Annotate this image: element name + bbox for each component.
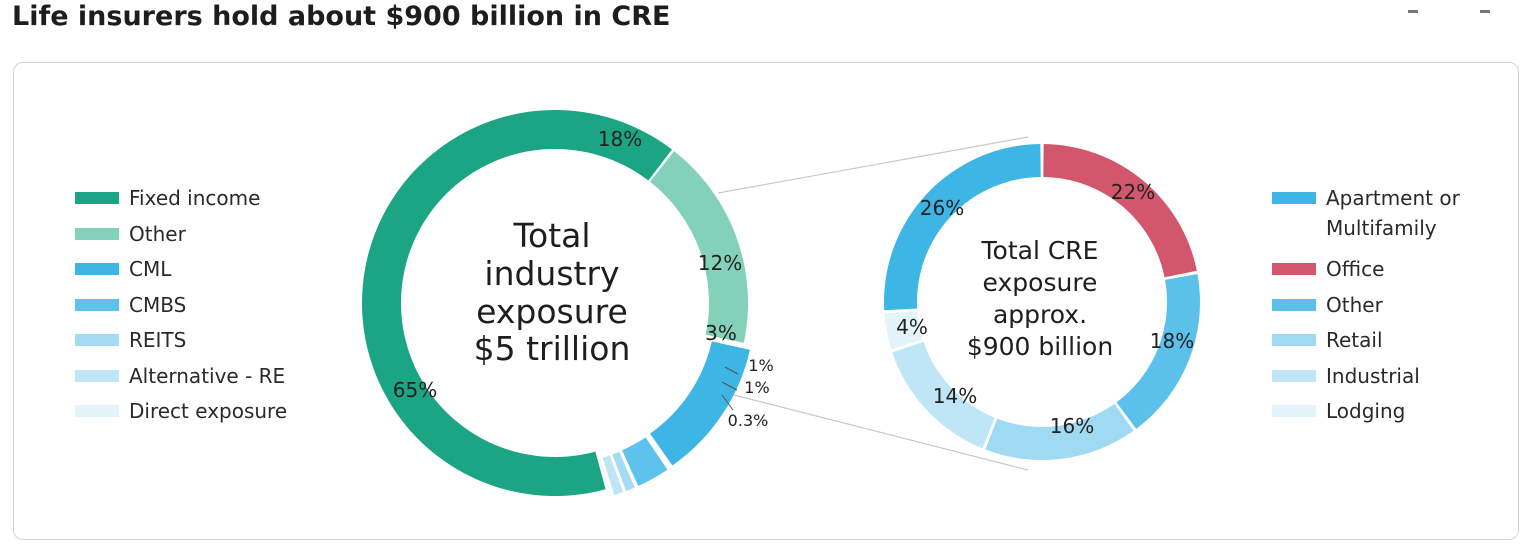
slice-lodging: [884, 311, 923, 350]
leader-line: [721, 394, 734, 411]
legend-swatch: [75, 227, 119, 240]
legend-label: REITS: [129, 328, 187, 352]
leader-line: [721, 381, 738, 391]
center-label-line: $5 trillion: [474, 329, 631, 368]
industry-donut: 65% 18% 12% 3% 1% 1% 0.3% Totalindustryexposure…: [362, 109, 774, 497]
slice-direct-exposure: [599, 458, 612, 497]
legend-label: Retail: [1326, 328, 1383, 352]
slice-label: 22%: [1111, 180, 1155, 204]
slice-label: 1%: [744, 378, 769, 397]
slice-fixed-income: [362, 109, 672, 496]
legend-swatch: [75, 192, 119, 204]
slice-other: [1116, 274, 1200, 429]
legend-label: Direct exposure: [129, 399, 288, 423]
center-label-line: exposure: [983, 268, 1098, 297]
slice-label: 18%: [1150, 329, 1194, 353]
legend-swatch: [75, 369, 119, 382]
legend-swatch: [1272, 334, 1316, 346]
legend-label: Other: [1326, 292, 1383, 317]
legend-swatch: [75, 405, 119, 417]
legend-swatch: [1272, 298, 1316, 311]
slice-label: 0.3%: [728, 411, 769, 430]
legend-label: Office: [1326, 257, 1385, 281]
legend-swatch: [1272, 369, 1316, 382]
menu-icon[interactable]: [1480, 10, 1490, 13]
page-title: Life insurers hold about $900 billion in…: [12, 1, 671, 32]
center-label-line: $900 billion: [967, 332, 1113, 361]
center-label-line: Total CRE: [981, 236, 1099, 265]
slice-label: 16%: [1050, 414, 1094, 438]
chart-card: [13, 62, 1519, 540]
slice-label: 65%: [393, 378, 437, 402]
center-label-line: approx.: [993, 300, 1087, 329]
center-label-line: Total: [512, 216, 590, 255]
slice-label: 1%: [748, 356, 773, 375]
slice-label: 26%: [920, 196, 964, 220]
slice-label: 4%: [896, 315, 928, 339]
slice-retail: [985, 403, 1134, 460]
legend-label: CMBS: [129, 292, 187, 317]
legend-swatch: [75, 334, 119, 346]
slice-industrial: [892, 341, 995, 449]
leader-line: [724, 366, 739, 375]
legend-label: Fixed income: [129, 186, 261, 210]
legend-swatch: [1272, 192, 1316, 204]
window-controls: [1346, 0, 1490, 13]
cre-donut: 22% 18% 16% 14% 4% 26% Total CRE exposure approx…: [884, 144, 1200, 460]
legend-label: CML: [129, 257, 172, 281]
legend-label: Apartment or Multifamily: [1326, 186, 1460, 240]
legend-label: Alternative - RE: [129, 363, 286, 388]
slice-reits: [612, 451, 635, 491]
legend-swatch: [1272, 263, 1316, 275]
minimize-icon[interactable]: [1408, 10, 1418, 13]
slice-other: [650, 151, 749, 343]
slice-label: 18%: [598, 127, 642, 151]
slice-cml: [650, 341, 750, 466]
center-label-line: industry: [484, 254, 619, 293]
slice-apartment-or-multifamily: [884, 144, 1041, 311]
connector-line-top: [717, 136, 1029, 194]
legend-swatch: [1272, 405, 1316, 417]
slice-office: [1043, 144, 1197, 278]
slice-label: 12%: [698, 251, 742, 275]
legend-label: Industrial: [1326, 363, 1420, 388]
legend-swatch: [75, 298, 119, 311]
connector-line-bottom: [729, 393, 1029, 471]
center-label-line: exposure: [476, 292, 628, 331]
legend-label: Other: [129, 221, 186, 246]
slice-label: 14%: [933, 384, 977, 408]
slice-cmbs: [622, 437, 668, 486]
legend-label: Lodging: [1326, 399, 1406, 423]
slice-alternative-re: [602, 455, 624, 496]
legend-swatch: [75, 263, 119, 275]
slice-label: 3%: [705, 321, 737, 345]
